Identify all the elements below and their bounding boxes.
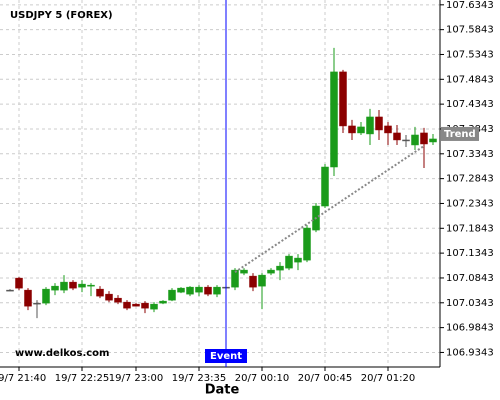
candle-body	[132, 303, 140, 307]
y-tick-label: 107.2843	[446, 174, 494, 185]
candle-body	[177, 287, 185, 293]
candle-body	[51, 285, 59, 291]
candle-body	[33, 302, 41, 305]
candle-body	[6, 289, 14, 292]
y-tick-label: 107.3343	[446, 149, 494, 160]
x-tick-label: 20/7 00:45	[298, 373, 352, 384]
candle-body	[159, 300, 167, 304]
y-tick-label: 107.2343	[446, 198, 494, 209]
x-tick-label: 20/7 00:10	[235, 373, 289, 384]
candle-body	[114, 297, 122, 303]
candle-body	[87, 284, 95, 287]
candle-body	[249, 275, 257, 288]
y-tick-label: 107.4343	[446, 99, 494, 110]
y-tick-label: 106.9343	[446, 347, 494, 358]
candle-body	[105, 293, 113, 301]
x-axis-title: Date	[205, 383, 240, 398]
x-tick-label: 19/7 22:25	[55, 373, 109, 384]
candle-body	[321, 166, 329, 207]
candle-body	[357, 126, 365, 134]
candle-body	[150, 303, 158, 310]
candle-body	[231, 269, 239, 288]
y-tick-label: 106.9843	[446, 323, 494, 334]
event-label-bg	[205, 349, 247, 363]
y-tick-label: 107.5843	[446, 25, 494, 36]
y-tick-label: 107.0343	[446, 298, 494, 309]
candle-body	[420, 132, 428, 145]
y-tick-label: 107.5343	[446, 49, 494, 60]
y-tick-label: 107.6343	[446, 0, 494, 11]
x-tick-label: 20/7 01:20	[361, 373, 415, 384]
y-tick-label: 107.1843	[446, 223, 494, 234]
candle-body	[204, 286, 212, 295]
trend-line	[234, 145, 425, 273]
candle-body	[15, 277, 23, 289]
candle-body	[24, 289, 32, 307]
candle-body	[339, 71, 347, 127]
event-label: Event	[210, 351, 242, 362]
candle-body	[348, 125, 356, 134]
chart-title: USDJPY 5 (FOREX)	[10, 10, 113, 21]
candle-body	[402, 139, 410, 142]
candle-body	[195, 286, 203, 293]
candle-body	[186, 286, 194, 295]
candle-body	[411, 134, 419, 146]
candle-body	[240, 269, 248, 274]
x-tick-label: 19/7 21:40	[0, 373, 46, 384]
candle-body	[384, 125, 392, 134]
candle-body	[168, 289, 176, 301]
candle-body	[141, 302, 149, 309]
candle-body	[429, 138, 437, 143]
y-tick-label: 107.0843	[446, 273, 494, 284]
candle-body	[330, 71, 338, 168]
candle-body	[276, 265, 284, 271]
candle-body	[69, 281, 77, 289]
candle-body	[123, 301, 131, 309]
x-tick-label: 19/7 23:35	[172, 373, 226, 384]
watermark: www.delkos.com	[15, 348, 109, 359]
y-tick-label: 107.4843	[446, 74, 494, 85]
candle-body	[285, 255, 293, 269]
candle-body	[294, 257, 302, 263]
trend-label: Trend	[444, 129, 476, 140]
candle-body	[42, 288, 50, 304]
trend-label-bg	[441, 126, 479, 141]
candle-body	[375, 116, 383, 131]
candle-body	[60, 281, 68, 291]
candle-body	[303, 227, 311, 261]
x-tick-label: 19/7 23:00	[109, 373, 163, 384]
candle-body	[366, 116, 374, 135]
candle-body	[393, 132, 401, 141]
candle-body	[96, 288, 104, 297]
candle-body	[267, 269, 275, 274]
y-tick-label: 107.1343	[446, 248, 494, 259]
candle-body	[258, 274, 266, 287]
candle-body	[213, 286, 221, 295]
candle-body	[78, 283, 86, 288]
